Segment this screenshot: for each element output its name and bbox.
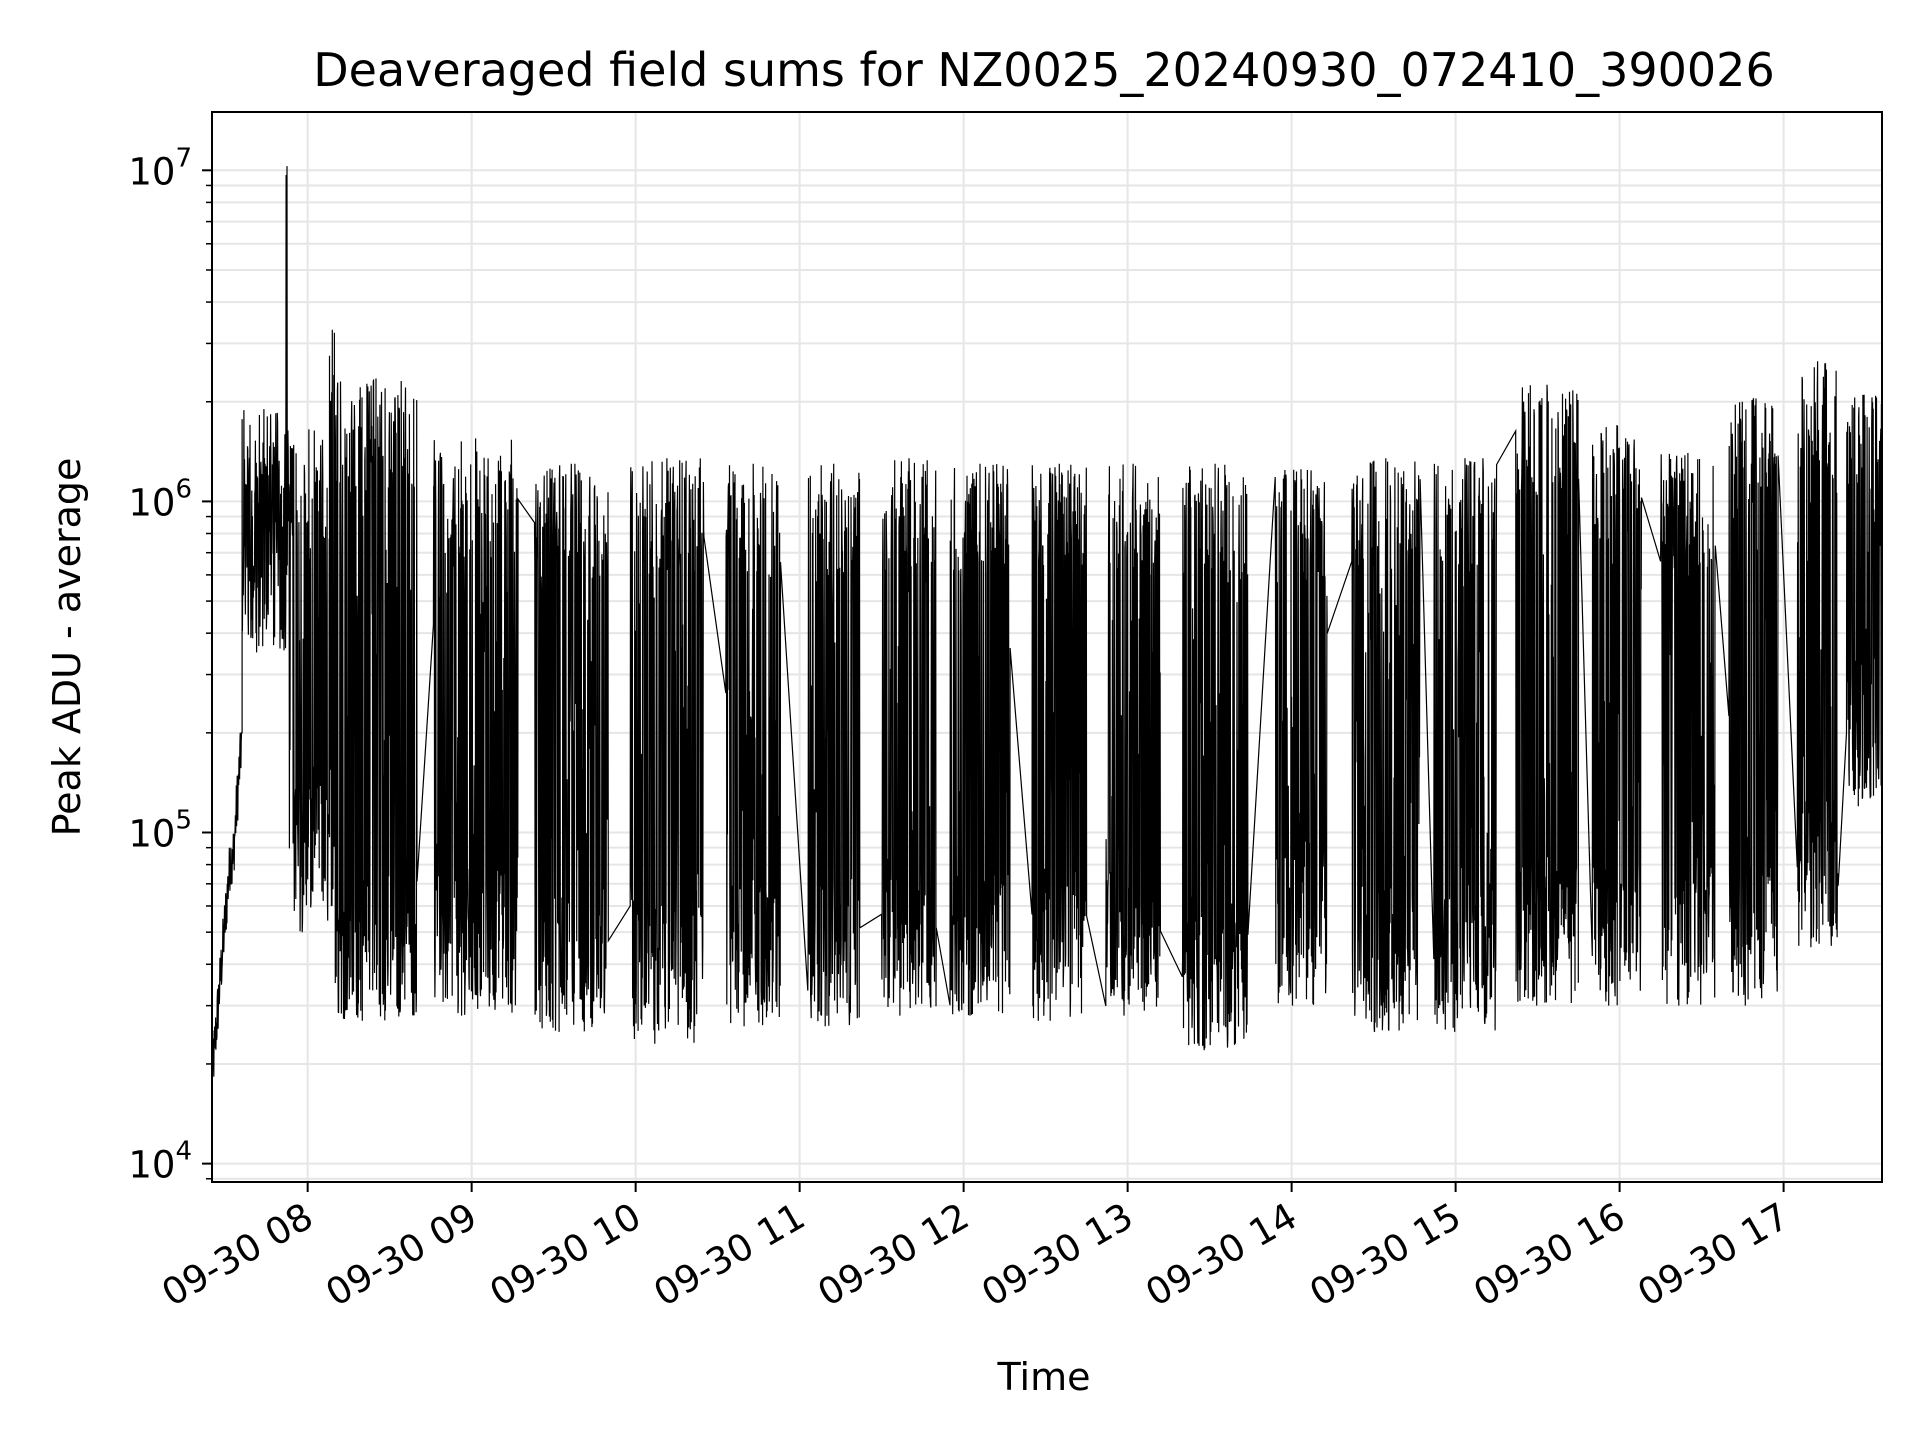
y-tick-label: 104	[128, 1137, 192, 1187]
plot-frame	[211, 111, 1883, 1183]
x-axis-label: Time	[997, 1355, 1091, 1399]
y-tick-label: 105	[128, 806, 192, 856]
x-tick-label: 09-30 09	[319, 1195, 485, 1315]
y-tick-label: 107	[128, 143, 192, 193]
y-tick-base: 10	[128, 813, 175, 856]
y-tick-label: 106	[128, 474, 192, 524]
y-tick-base: 10	[128, 481, 175, 524]
y-tick-base: 10	[128, 1144, 175, 1187]
x-tick-label: 09-30 10	[483, 1195, 649, 1315]
plot-area	[211, 166, 1883, 1080]
x-tick-label: 09-30 11	[647, 1195, 813, 1315]
x-tick-label: 09-30 12	[811, 1195, 977, 1315]
x-tick-label: 09-30 13	[975, 1195, 1141, 1315]
x-tick-label: 09-30 08	[155, 1195, 321, 1315]
y-axis-label: Peak ADU - average	[45, 458, 89, 837]
y-tick-exponent: 4	[175, 1137, 192, 1167]
chart-title: Deaveraged field sums for NZ0025_2024093…	[313, 43, 1774, 97]
y-tick-base: 10	[128, 150, 175, 193]
x-tick-label: 09-30 14	[1139, 1195, 1305, 1315]
y-tick-exponent: 6	[175, 474, 192, 504]
x-tick-label: 09-30 16	[1467, 1195, 1633, 1315]
y-tick-exponent: 5	[175, 806, 192, 836]
x-tick-label: 09-30 15	[1303, 1195, 1469, 1315]
series-line	[211, 166, 1883, 1080]
x-tick-label: 09-30 17	[1631, 1195, 1797, 1315]
y-tick-exponent: 7	[175, 143, 192, 173]
